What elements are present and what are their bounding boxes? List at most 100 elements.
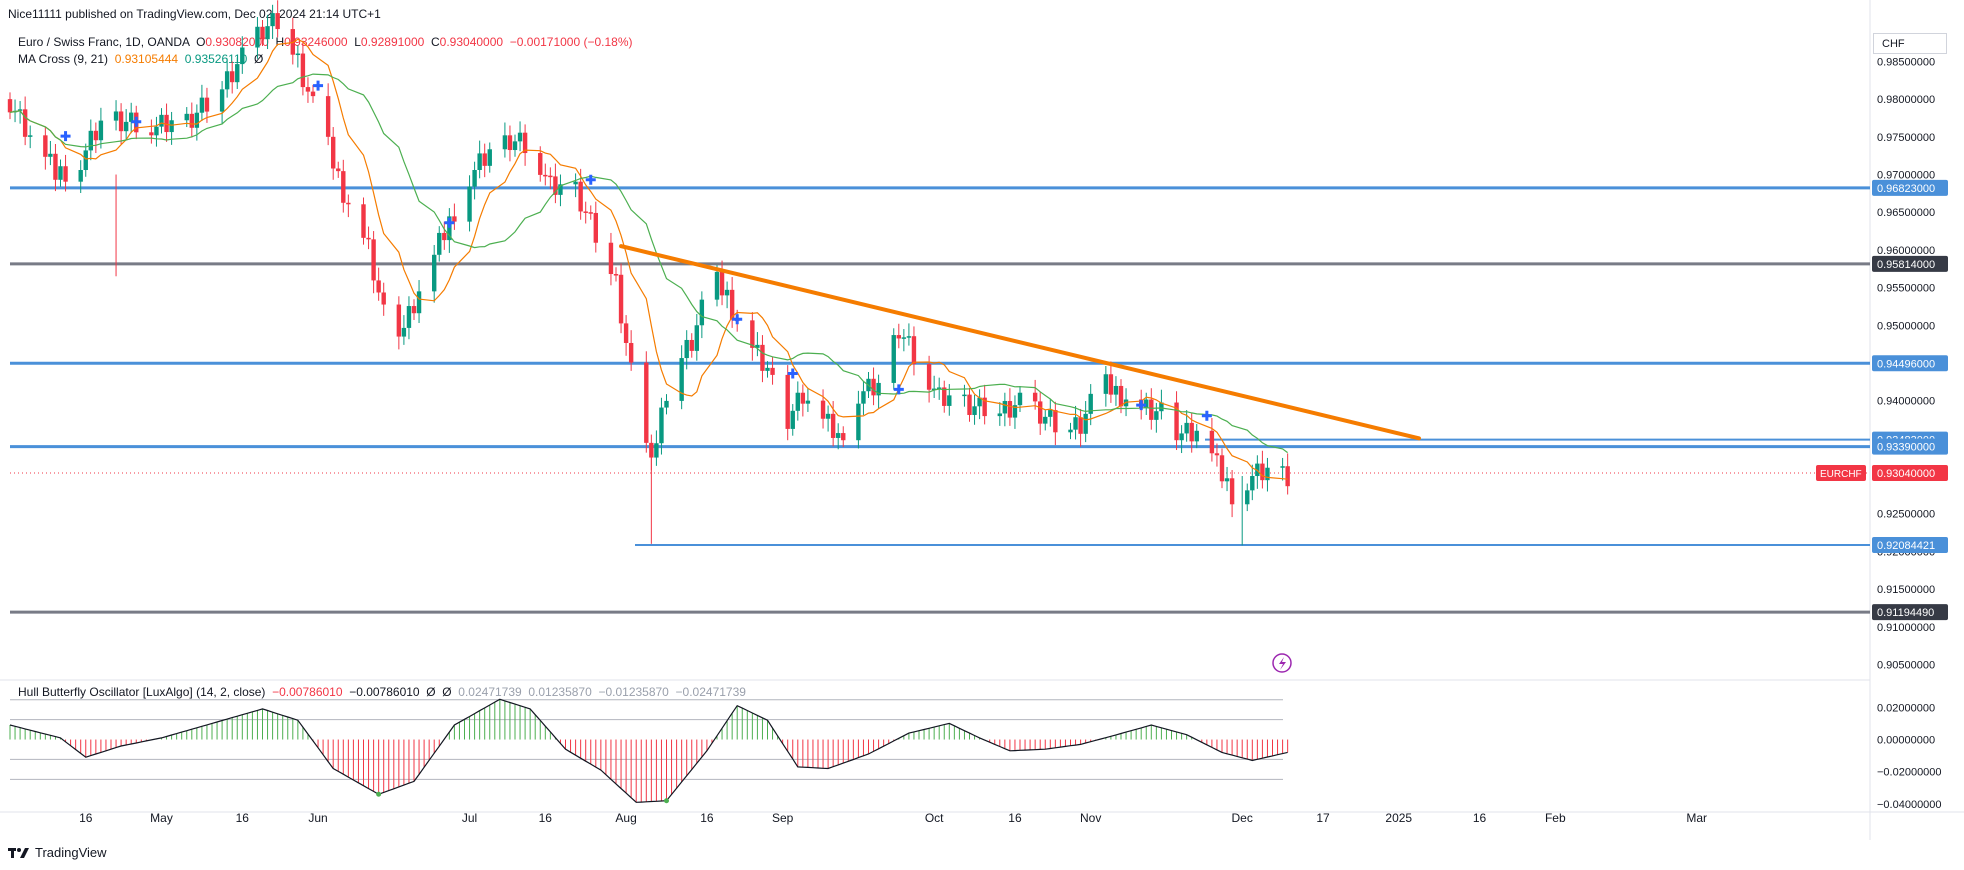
candle-body [906, 336, 912, 338]
ma-name[interactable]: MA Cross (9, 21) [18, 52, 109, 66]
candle-body [300, 53, 306, 88]
candle-body [366, 237, 371, 240]
oscillator-name[interactable]: Hull Butterfly Oscillator [LuxAlgo] (14,… [18, 685, 266, 699]
oscillator-tick-label: 0.02000000 [1877, 702, 1935, 714]
candle-body [1154, 411, 1159, 420]
candle-body [341, 171, 346, 203]
candle-body [371, 239, 376, 281]
candle-body [517, 132, 523, 142]
candle-body [613, 274, 619, 276]
candle-body [1245, 490, 1250, 505]
candle-body [53, 153, 58, 180]
ma-cross-marker [585, 174, 596, 185]
candle-body [573, 181, 578, 185]
candle-body [1032, 392, 1038, 402]
candle-body [901, 337, 907, 339]
candle-body [189, 113, 194, 128]
osc-value-2: −0.00786010 [349, 685, 420, 699]
time-tick-label: Aug [615, 811, 636, 825]
candle-body [825, 413, 831, 419]
candle-body [553, 176, 558, 195]
candle-body [1214, 453, 1220, 456]
price-tick-label: 0.91500000 [1877, 584, 1935, 596]
candle-body [118, 111, 124, 132]
ma-extra-value: Ø [253, 52, 264, 66]
candle-body [22, 109, 28, 137]
last-price-label: 0.93040000 [1877, 468, 1935, 480]
price-tick-label: 0.92500000 [1877, 509, 1935, 521]
currency-selector[interactable]: CHF [1873, 33, 1947, 54]
level-label-bg [1872, 179, 1948, 196]
ma-slow-value: 0.93526110 [184, 52, 248, 66]
horizontal-levels [10, 186, 1870, 614]
candle-body [255, 26, 260, 48]
candle-body [1073, 417, 1078, 430]
candle-body [1260, 463, 1265, 481]
candle-body [548, 175, 553, 178]
osc-value-7: −0.01235870 [598, 685, 669, 699]
osc-value-8: −0.02471739 [675, 685, 746, 699]
candle-body [805, 400, 811, 404]
candle-body [800, 392, 806, 404]
candle-body [93, 130, 99, 141]
time-axis[interactable]: 16 May 16 Jun Jul 16 Aug 16 Sep Oct 16 Nov Dec 17 2025… [79, 811, 1707, 825]
price-labels: 0.968230000.958140000.944960000.93483000… [1816, 179, 1948, 621]
candle-body [83, 150, 88, 170]
ma-slow-line [9, 73, 1288, 454]
candle-body [1043, 416, 1048, 424]
osc-value-6: 0.01235870 [528, 685, 592, 699]
candle-body [608, 242, 614, 275]
candle-body [1103, 374, 1109, 394]
price-tick-label: 0.97000000 [1877, 170, 1935, 182]
candle-body [1017, 392, 1023, 406]
candle-body [684, 339, 689, 359]
candle-body [820, 400, 826, 419]
candle-body [926, 364, 932, 390]
candle-body [452, 216, 457, 222]
candle-body [659, 407, 664, 444]
ma-fast-value: 0.93105444 [114, 52, 179, 66]
candle-body [1083, 413, 1088, 434]
candle-body [1159, 402, 1164, 412]
time-tick-label: Jul [462, 811, 477, 825]
footer-brand-text: TradingView [35, 845, 107, 860]
time-tick-label: Feb [1545, 811, 1566, 825]
candle-body [129, 112, 134, 122]
candle-body [1002, 401, 1008, 414]
candle-body [295, 53, 301, 56]
candle-body [336, 168, 341, 172]
oscillator-tick-label: −0.02000000 [1877, 767, 1942, 779]
candle-body [856, 403, 861, 441]
price-tick-label: 0.98000000 [1877, 94, 1935, 106]
candle-body [618, 274, 624, 324]
candle-body [891, 335, 896, 383]
candle-body [113, 111, 119, 121]
candle-body [1209, 430, 1215, 454]
candle-body [325, 96, 331, 137]
symbol-name[interactable]: Euro / Swiss Franc, 1D, OANDA [18, 35, 190, 49]
price-tick-label: 0.91000000 [1877, 622, 1935, 634]
level-label: 0.95814000 [1877, 259, 1935, 271]
candle-body [502, 135, 508, 150]
candle-body [1194, 430, 1199, 442]
ma-cross-marker [313, 80, 324, 91]
candle-body [790, 410, 795, 429]
ma-fast-line [9, 38, 1288, 480]
candle-body [714, 271, 720, 300]
oscillator-signal-dot [376, 791, 382, 797]
candle-body [543, 174, 548, 177]
candle-body [507, 135, 513, 151]
candle-body [1048, 410, 1053, 417]
symbol-label: EURCHF [1820, 469, 1862, 480]
candle-body [17, 109, 23, 111]
candle-body [1219, 455, 1225, 482]
oscillator-pane [9, 698, 1289, 804]
candle-body [699, 299, 705, 326]
last-price-label-bg [1872, 465, 1948, 482]
candle-body [1068, 429, 1073, 433]
ma-cross-marker [893, 384, 904, 395]
candle-body [48, 153, 53, 157]
candle-body [1053, 410, 1058, 433]
candle-body [871, 378, 876, 396]
